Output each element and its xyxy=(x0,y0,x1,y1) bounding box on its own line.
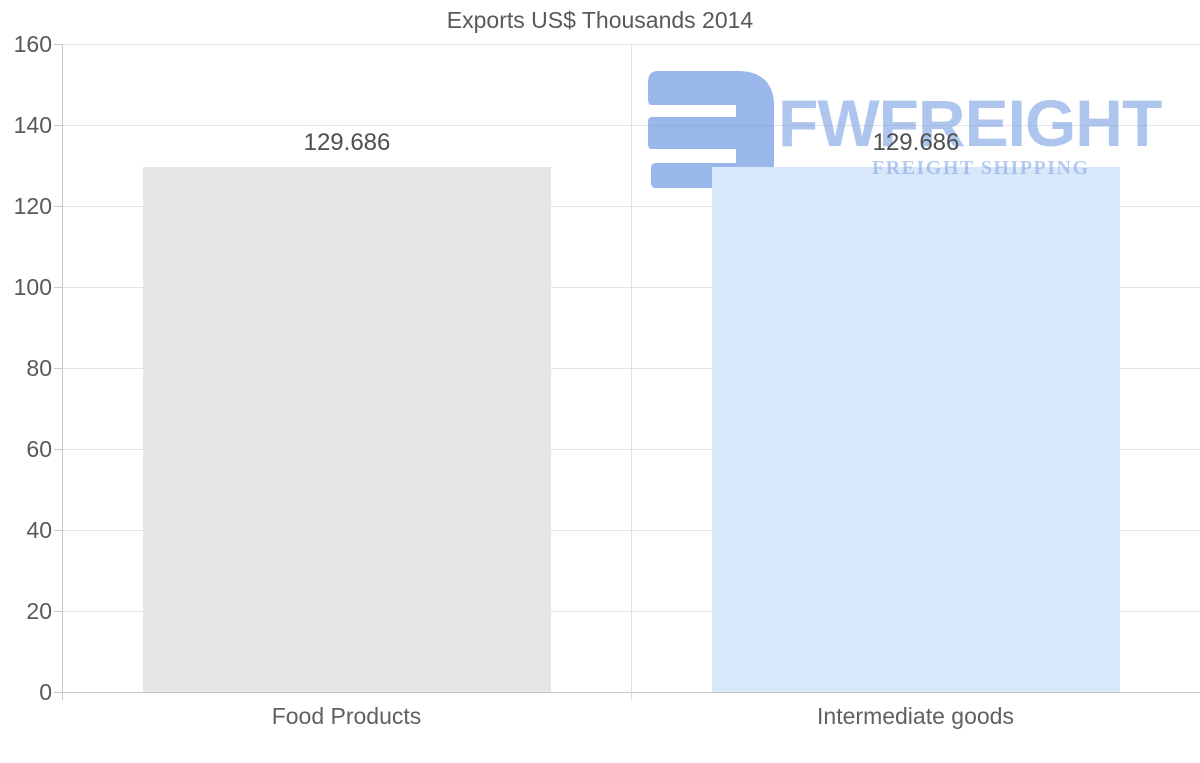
y-axis-tick xyxy=(54,44,62,45)
y-tick-label: 60 xyxy=(26,436,52,462)
y-tick-label: 40 xyxy=(26,517,52,543)
watermark-tagline-text: FREIGHT SHIPPING xyxy=(872,157,1090,179)
bar-value-label: 129.686 xyxy=(872,129,960,156)
category-separator-line xyxy=(631,44,632,700)
chart-title: Exports US$ Thousands 2014 xyxy=(446,7,754,33)
x-category-label: Food Products xyxy=(271,703,422,729)
y-tick-label: 20 xyxy=(26,598,52,624)
bar-food-products xyxy=(143,167,551,692)
x-category-label: Intermediate goods xyxy=(817,703,1014,729)
y-axis-tick xyxy=(54,692,62,693)
y-tick-label: 120 xyxy=(13,193,52,219)
y-axis-tick xyxy=(54,368,62,369)
y-tick-label: 0 xyxy=(39,679,52,705)
y-axis-tick xyxy=(54,611,62,612)
y-axis-tick xyxy=(54,449,62,450)
y-axis-tick xyxy=(54,530,62,531)
fwfreight-logo-icon xyxy=(648,71,774,191)
y-tick-label: 100 xyxy=(13,274,52,300)
bar-intermediate-goods xyxy=(712,167,1120,692)
y-axis-tick xyxy=(54,287,62,288)
y-tick-label: 140 xyxy=(13,112,52,138)
y-tick-label: 160 xyxy=(13,31,52,57)
bar-value-label: 129.686 xyxy=(303,129,391,156)
watermark-brand-text: FWFREIGHT xyxy=(778,86,1162,160)
y-axis-tick xyxy=(54,206,62,207)
y-tick-label: 80 xyxy=(26,355,52,381)
y-axis-tick xyxy=(54,125,62,126)
y-axis-line xyxy=(62,44,63,700)
